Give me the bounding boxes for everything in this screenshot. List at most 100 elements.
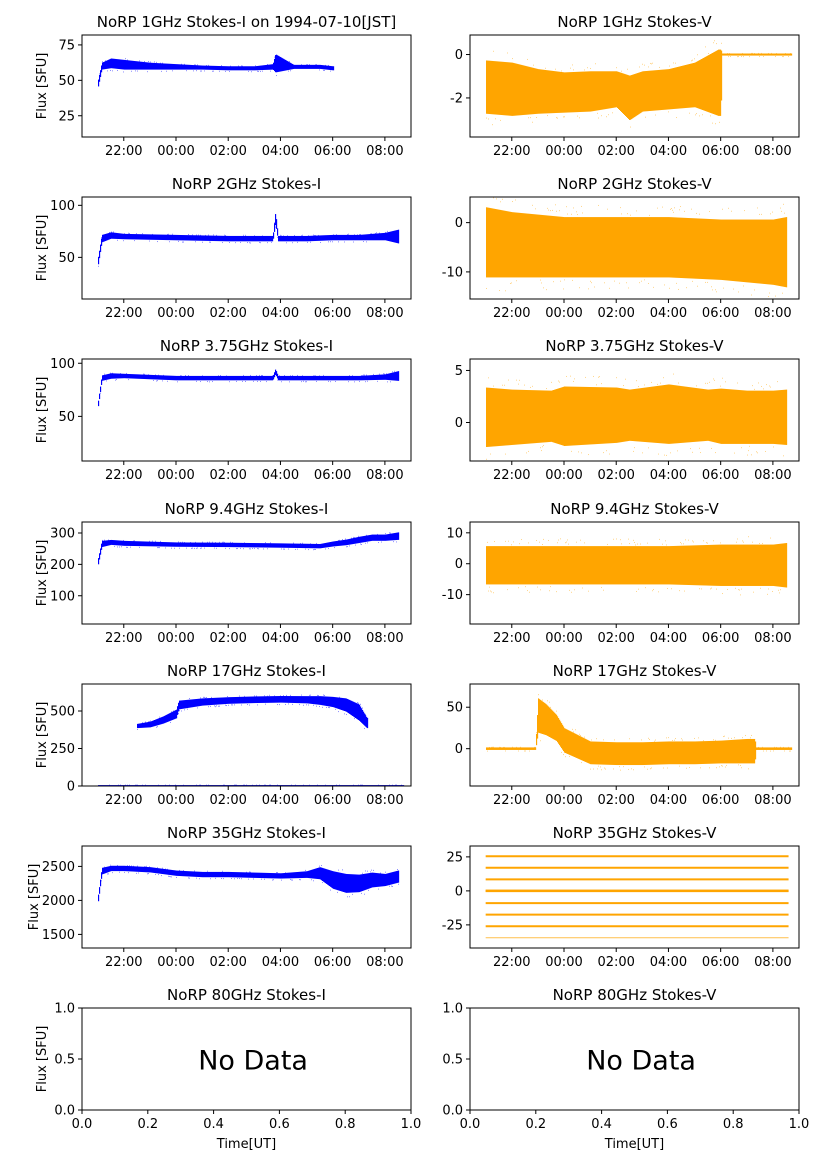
data-mark bbox=[563, 72, 565, 113]
data-point bbox=[609, 287, 610, 289]
data-mark bbox=[143, 374, 145, 379]
data-mark bbox=[750, 53, 752, 56]
data-point bbox=[100, 392, 101, 394]
data-mark bbox=[178, 234, 180, 241]
data-mark bbox=[348, 699, 350, 714]
data-point bbox=[543, 444, 544, 446]
data-mark bbox=[763, 219, 765, 284]
data-mark bbox=[783, 217, 785, 287]
data-mark bbox=[314, 235, 316, 242]
data-mark bbox=[497, 61, 499, 115]
data-point bbox=[502, 384, 503, 386]
data-mark bbox=[680, 217, 682, 278]
data-mark bbox=[636, 388, 638, 442]
data-mark bbox=[267, 235, 269, 242]
data-mark bbox=[154, 375, 156, 380]
data-mark bbox=[555, 713, 557, 741]
data-mark bbox=[160, 375, 162, 380]
data-point bbox=[357, 234, 358, 236]
data-mark bbox=[619, 72, 621, 110]
data-point bbox=[270, 784, 271, 786]
data-mark bbox=[240, 375, 242, 381]
data-mark bbox=[278, 873, 280, 879]
data-mark bbox=[338, 697, 340, 709]
data-mark bbox=[520, 747, 522, 750]
x-tick-label: 22:00 bbox=[105, 144, 142, 159]
data-point bbox=[666, 737, 667, 739]
data-mark bbox=[604, 71, 606, 110]
data-mark bbox=[305, 543, 307, 549]
data-mark bbox=[324, 543, 326, 548]
data-mark bbox=[566, 72, 568, 113]
data-point bbox=[519, 379, 520, 381]
data-mark bbox=[536, 214, 538, 278]
data-mark bbox=[127, 865, 129, 872]
data-mark bbox=[495, 209, 497, 278]
data-mark bbox=[211, 65, 213, 70]
data-point bbox=[491, 746, 492, 748]
data-mark bbox=[334, 234, 336, 241]
x-tick-label: 02:00 bbox=[597, 144, 634, 159]
data-mark bbox=[613, 546, 615, 585]
data-mark bbox=[174, 710, 176, 720]
data-mark bbox=[336, 375, 338, 381]
data-point bbox=[496, 198, 497, 200]
data-point bbox=[535, 208, 536, 210]
data-point bbox=[204, 70, 205, 72]
data-mark bbox=[388, 873, 390, 886]
data-point bbox=[149, 240, 150, 242]
data-mark bbox=[766, 53, 768, 56]
data-point bbox=[109, 231, 110, 233]
x-tick-label: 08:00 bbox=[754, 631, 791, 646]
data-mark bbox=[560, 721, 562, 747]
data-mark bbox=[627, 389, 629, 442]
data-mark bbox=[718, 740, 720, 764]
data-mark bbox=[177, 706, 179, 715]
data-mark bbox=[504, 210, 506, 278]
data-point bbox=[212, 541, 213, 543]
data-point bbox=[137, 784, 138, 786]
data-mark bbox=[548, 546, 550, 585]
data-point bbox=[235, 784, 236, 786]
data-point bbox=[360, 233, 361, 235]
data-point bbox=[529, 750, 530, 752]
data-mark bbox=[244, 235, 246, 242]
data-point bbox=[697, 54, 698, 56]
data-point bbox=[280, 695, 281, 697]
data-mark bbox=[218, 375, 220, 381]
data-point bbox=[291, 784, 292, 786]
data-point bbox=[196, 70, 197, 72]
data-mark bbox=[534, 747, 536, 750]
data-mark bbox=[501, 388, 503, 446]
data-mark bbox=[221, 871, 223, 878]
data-mark bbox=[739, 390, 741, 444]
data-mark bbox=[518, 389, 520, 445]
data-mark bbox=[729, 219, 731, 281]
data-point bbox=[606, 450, 607, 452]
data-mark bbox=[136, 61, 138, 70]
data-point bbox=[640, 543, 641, 545]
data-mark bbox=[732, 53, 734, 56]
data-mark bbox=[722, 388, 724, 444]
data-mark bbox=[732, 544, 734, 586]
data-point bbox=[285, 703, 286, 705]
data-mark bbox=[758, 219, 760, 284]
data-mark bbox=[100, 386, 102, 393]
data-mark bbox=[327, 235, 329, 241]
data-mark bbox=[380, 534, 382, 541]
data-mark bbox=[743, 53, 745, 56]
data-mark bbox=[531, 747, 533, 750]
data-point bbox=[685, 539, 686, 541]
data-mark bbox=[626, 546, 628, 585]
data-point bbox=[778, 589, 779, 591]
data-mark bbox=[503, 747, 505, 750]
data-point bbox=[747, 454, 748, 456]
data-mark bbox=[237, 872, 239, 878]
data-mark bbox=[308, 543, 310, 549]
data-mark bbox=[578, 386, 580, 446]
data-mark bbox=[718, 544, 720, 586]
data-point bbox=[181, 375, 182, 377]
data-mark bbox=[142, 723, 144, 728]
data-mark bbox=[370, 534, 372, 542]
data-mark bbox=[660, 69, 662, 111]
